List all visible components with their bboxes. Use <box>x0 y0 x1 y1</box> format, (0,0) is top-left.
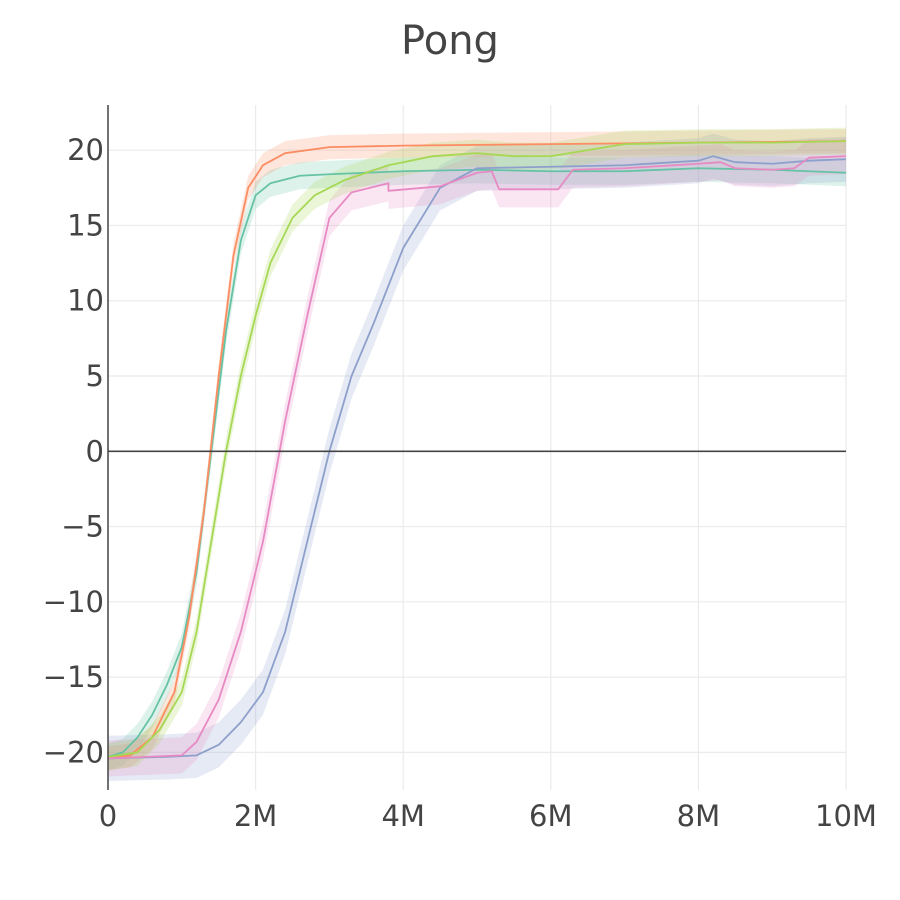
y-gridlines <box>108 149 846 753</box>
y-tick-label: −10 <box>43 585 104 619</box>
y-tick-label: −5 <box>61 510 104 544</box>
series-3-band <box>108 133 846 781</box>
series-5-band <box>108 127 846 771</box>
series-2-line <box>107 140 847 760</box>
y-tick-label: 0 <box>86 434 104 468</box>
x-tick-labels: 0 2M 4M 6M 8M 10M <box>99 799 877 833</box>
x-gridlines <box>255 105 847 790</box>
series-4-band <box>108 138 846 777</box>
chart-title: Pong <box>401 18 499 64</box>
x-tick-label: 2M <box>234 799 277 833</box>
series-1-line <box>107 167 847 758</box>
y-tick-label: 5 <box>86 359 104 393</box>
series-3-line <box>107 155 847 760</box>
y-tick-labels: 20 15 10 5 0 −5 −10 −15 −20 <box>43 133 104 769</box>
x-tick-label: 10M <box>815 799 877 833</box>
y-tick-label: 20 <box>67 133 104 167</box>
x-tick-label: 0 <box>99 799 117 833</box>
series-1-band <box>108 154 846 771</box>
x-tick-label: 6M <box>529 799 572 833</box>
series-lines <box>107 140 847 760</box>
confidence-bands <box>108 127 846 781</box>
y-tick-label: 15 <box>67 208 104 242</box>
y-tick-label: −15 <box>43 660 104 694</box>
series-4-line <box>107 155 847 760</box>
y-tick-label: −20 <box>43 735 104 769</box>
series-5-line <box>107 140 847 758</box>
y-tick-label: 10 <box>67 284 104 318</box>
x-tick-label: 4M <box>381 799 424 833</box>
x-tick-label: 8M <box>677 799 720 833</box>
